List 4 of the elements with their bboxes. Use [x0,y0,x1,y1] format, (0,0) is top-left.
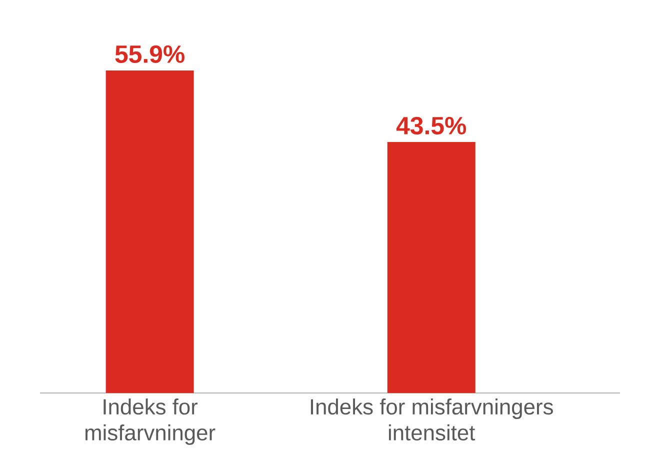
x-tick-label: Indeks for misfarvningers intensitet [310,398,553,441]
x-tick-label: Indeks for misfarvninger [85,398,216,445]
data-label: 55.9% [115,45,184,63]
data-label: 43.5% [396,116,466,135]
